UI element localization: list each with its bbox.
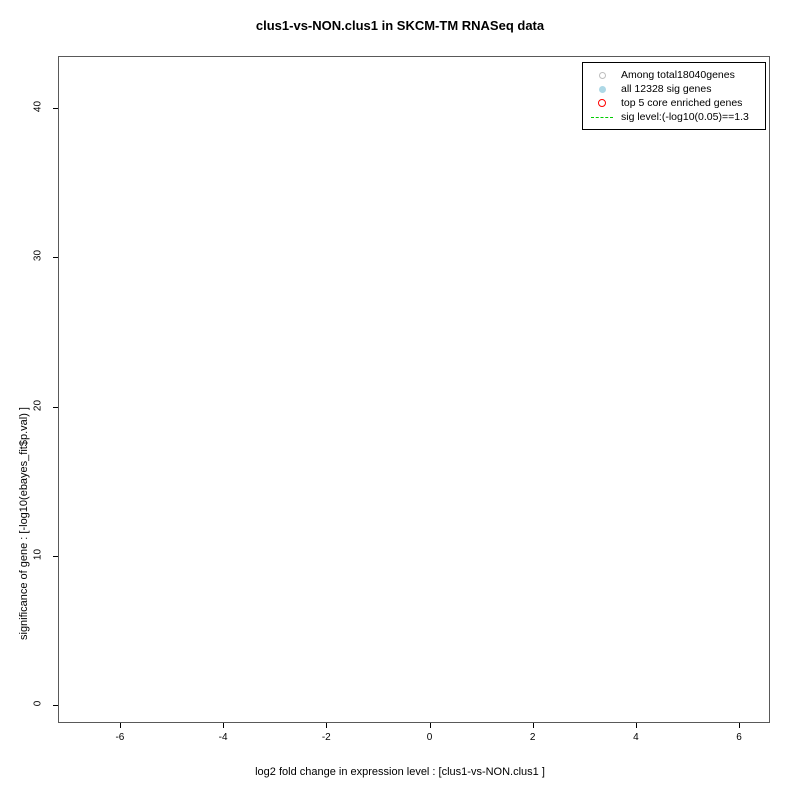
y-tick-label: 30 [32,250,44,262]
x-tick [739,723,740,728]
y-tick-label: 0 [32,700,44,707]
x-tick-label: -6 [115,732,125,743]
legend-label-core-genes: top 5 core enriched genes [621,97,743,109]
x-tick [532,723,534,728]
filled-lightblue-circle-icon [589,85,615,93]
legend-item-sig-genes: all 12328 sig genes [589,82,757,96]
plot-frame [58,56,770,723]
y-tick-label: 20 [32,399,44,411]
open-red-circle-icon [589,99,615,107]
green-dashed-line-icon [589,116,615,118]
legend-item-core-genes: top 5 core enriched genes [589,96,757,110]
y-tick [53,108,58,110]
x-tick-label: -2 [321,732,331,743]
x-tick-label: 6 [736,732,742,743]
legend-item-sig-level: sig level:(-log10(0.05)==1.3 [589,110,757,124]
y-tick [53,257,58,259]
y-tick [53,555,58,557]
x-tick [635,723,637,728]
x-tick [429,723,431,728]
y-tick-label: 40 [32,101,44,113]
y-tick [53,705,58,707]
x-tick [223,723,225,728]
x-tick-label: 4 [633,732,639,743]
legend-label-total-genes: Among total18040genes [621,69,735,81]
x-tick [326,723,328,728]
legend-label-sig-level: sig level:(-log10(0.05)==1.3 [621,111,749,123]
y-tick [53,406,58,408]
open-gray-circle-icon [589,71,615,79]
x-tick-label: 0 [426,732,433,743]
x-tick-label: 2 [529,732,536,743]
x-axis-title: log2 fold change in expression level : [… [255,766,545,778]
legend: Among total18040genes all 12328 sig gene… [582,62,766,130]
y-axis-title: significance of gene : [-log10(ebayes_fi… [18,407,30,640]
legend-label-sig-genes: all 12328 sig genes [621,83,712,95]
page-title: clus1-vs-NON.clus1 in SKCM-TM RNASeq dat… [255,18,545,33]
x-tick [119,723,121,728]
x-tick-label: -4 [218,732,228,743]
y-tick-label: 10 [32,548,44,560]
legend-item-total-genes: Among total18040genes [589,68,757,82]
